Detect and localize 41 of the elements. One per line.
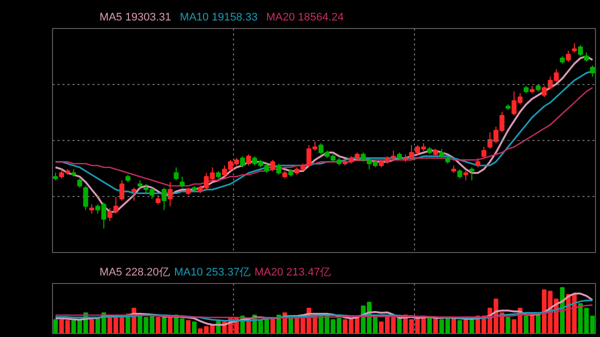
bar: [53, 319, 58, 334]
candlestick: [246, 154, 252, 166]
candlestick: [240, 156, 246, 168]
bar: [463, 319, 468, 334]
candlestick: [276, 163, 282, 176]
bar: [156, 316, 160, 334]
candlestick: [584, 52, 589, 62]
bar: [457, 320, 462, 334]
candlestick: [156, 194, 161, 205]
text: MA5 228.20亿: [100, 266, 170, 278]
candlestick: [469, 166, 474, 181]
candlestick: [131, 187, 136, 202]
bar: [186, 320, 191, 334]
candlestick: [168, 182, 173, 207]
text: MA20 213.47亿: [254, 266, 331, 278]
candlestick: [572, 42, 577, 54]
bar: [162, 316, 166, 334]
bar: [270, 318, 276, 334]
candlestick: [578, 44, 583, 57]
text: MA5 19303.31: [100, 12, 172, 24]
candlestick: [180, 176, 185, 188]
candlestick: [89, 204, 94, 214]
candlestick: [475, 158, 480, 168]
text: MA10 19158.33: [180, 12, 258, 24]
candlestick: [481, 146, 486, 159]
text: MA20 18564.24: [266, 12, 344, 24]
candlestick: [119, 180, 124, 202]
bar: [192, 322, 197, 334]
bar: [427, 316, 432, 334]
candlestick: [83, 185, 88, 210]
bar: [506, 316, 510, 334]
candlestick: [590, 65, 595, 78]
candlestick: [439, 148, 444, 159]
candlestick: [566, 50, 571, 62]
candlestick: [457, 168, 462, 179]
text: MA10 253.37亿: [174, 266, 251, 278]
bar: [524, 316, 528, 334]
bar: [89, 319, 94, 334]
candlestick: [77, 178, 82, 188]
candlestick: [174, 166, 179, 181]
candlestick: [162, 187, 167, 210]
